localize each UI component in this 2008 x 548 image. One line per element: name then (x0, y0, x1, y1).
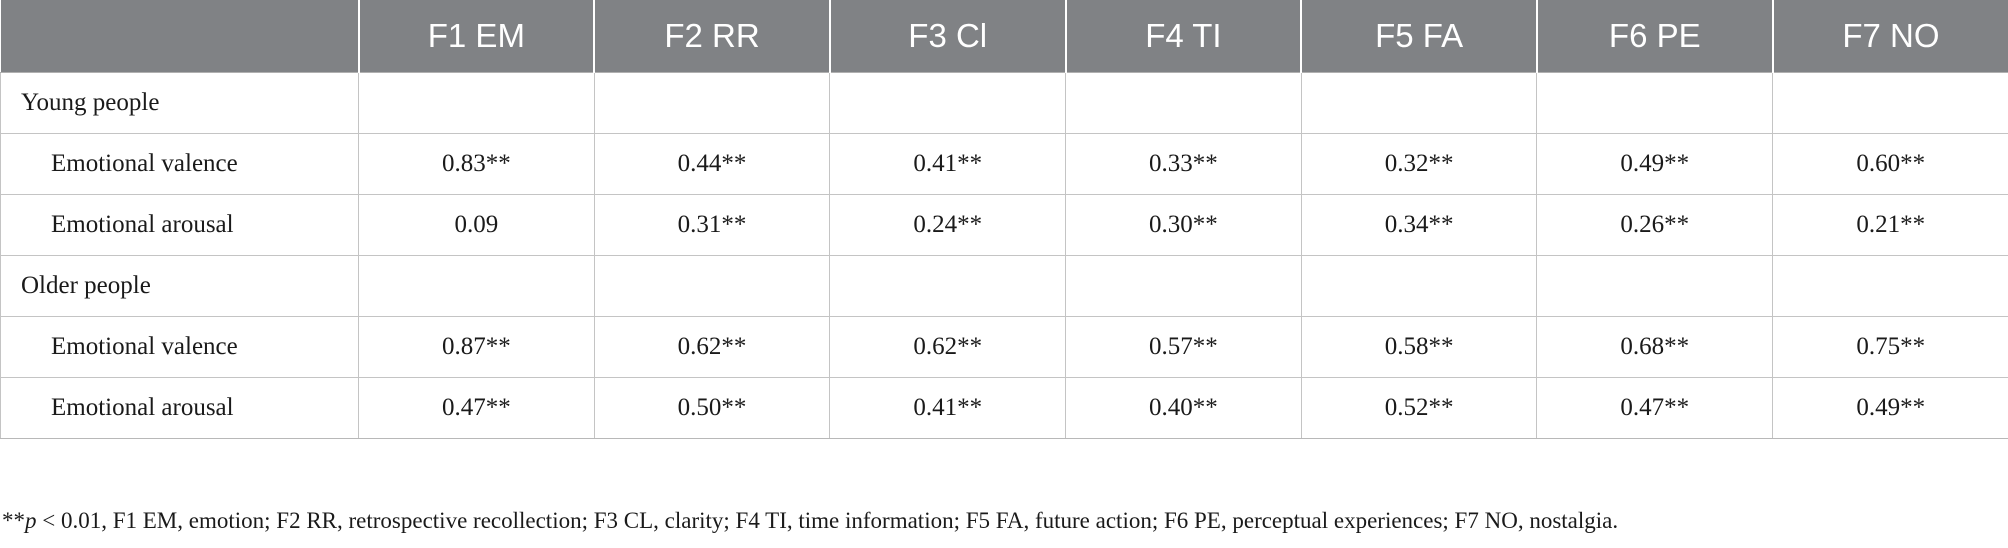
table-cell (1772, 255, 2008, 317)
table-cell (593, 255, 831, 317)
table-cell: 0.26** (1536, 194, 1774, 256)
header-cell-f2-rr: F2 RR (593, 0, 830, 73)
table-cell: 0.87** (358, 316, 595, 378)
row-label: Emotional arousal (0, 194, 359, 256)
table-cell (1536, 255, 1774, 317)
table-body: Young people Emotional valence 0.83** 0.… (0, 72, 2008, 439)
row-label: Emotional valence (0, 133, 359, 195)
table-cell (1536, 72, 1774, 134)
table-cell: 0.32** (1300, 133, 1538, 195)
table-cell: 0.44** (593, 133, 831, 195)
footnote-stars: ** (2, 508, 25, 533)
header-cell-f4-ti: F4 TI (1064, 0, 1302, 73)
row-label: Emotional valence (0, 316, 359, 378)
table-cell (593, 72, 831, 134)
table-cell: 0.31** (593, 194, 831, 256)
header-cell-blank (0, 0, 359, 73)
header-row: F1 EM F2 RR F3 Cl F4 TI F5 FA F6 PE F7 N… (0, 0, 2008, 73)
table-cell: 0.24** (829, 194, 1067, 256)
table-cell: 0.68** (1536, 316, 1774, 378)
header-cell-f7-no: F7 NO (1771, 0, 2008, 73)
row-label: Older people (0, 255, 359, 317)
footnote-p-symbol: p (25, 508, 37, 533)
table-cell: 0.09 (358, 194, 595, 256)
table-cell: 0.49** (1536, 133, 1774, 195)
table-cell (1065, 72, 1302, 134)
header-cell-f6-pe: F6 PE (1535, 0, 1773, 73)
table-cell: 0.50** (593, 377, 831, 439)
table-cell: 0.21** (1772, 194, 2008, 256)
table-cell: 0.57** (1065, 316, 1302, 378)
table-row: Emotional valence 0.83** 0.44** 0.41** 0… (0, 133, 2008, 195)
table-cell: 0.62** (829, 316, 1067, 378)
table-cell: 0.33** (1065, 133, 1302, 195)
table-cell (1300, 255, 1538, 317)
table-cell: 0.60** (1772, 133, 2008, 195)
table-cell: 0.30** (1065, 194, 1302, 256)
table-cell: 0.58** (1300, 316, 1538, 378)
table-row: Emotional valence 0.87** 0.62** 0.62** 0… (0, 316, 2008, 378)
table-footnote: **p < 0.01, F1 EM, emotion; F2 RR, retro… (2, 508, 1618, 534)
table-cell: 0.47** (358, 377, 595, 439)
table-cell (1772, 72, 2008, 134)
table-cell: 0.41** (829, 133, 1067, 195)
footnote-text: < 0.01, F1 EM, emotion; F2 RR, retrospec… (36, 508, 1619, 533)
table-cell: 0.62** (593, 316, 831, 378)
table-cell: 0.34** (1300, 194, 1538, 256)
table-cell (1300, 72, 1538, 134)
table-row-older-people: Older people (0, 255, 2008, 317)
table-cell (358, 72, 595, 134)
table-cell: 0.49** (1772, 377, 2008, 439)
correlation-table: F1 EM F2 RR F3 Cl F4 TI F5 FA F6 PE F7 N… (0, 0, 2008, 439)
header-cell-f3-cl: F3 Cl (828, 0, 1066, 73)
row-label: Young people (0, 72, 359, 134)
row-label: Emotional arousal (0, 377, 359, 439)
table-cell: 0.41** (829, 377, 1067, 439)
table-cell (358, 255, 595, 317)
table-cell (829, 255, 1067, 317)
table-cell: 0.52** (1300, 377, 1538, 439)
table-cell (829, 72, 1067, 134)
table-cell: 0.47** (1536, 377, 1774, 439)
table-row-young-people: Young people (0, 72, 2008, 134)
table-row: Emotional arousal 0.09 0.31** 0.24** 0.3… (0, 194, 2008, 256)
header-cell-f5-fa: F5 FA (1300, 0, 1537, 73)
table-row: Emotional arousal 0.47** 0.50** 0.41** 0… (0, 377, 2008, 439)
table-cell: 0.83** (358, 133, 595, 195)
header-cell-f1-em: F1 EM (357, 0, 595, 73)
table-cell (1065, 255, 1302, 317)
table-cell: 0.75** (1772, 316, 2008, 378)
table-header: F1 EM F2 RR F3 Cl F4 TI F5 FA F6 PE F7 N… (0, 0, 2008, 73)
table-cell: 0.40** (1065, 377, 1302, 439)
